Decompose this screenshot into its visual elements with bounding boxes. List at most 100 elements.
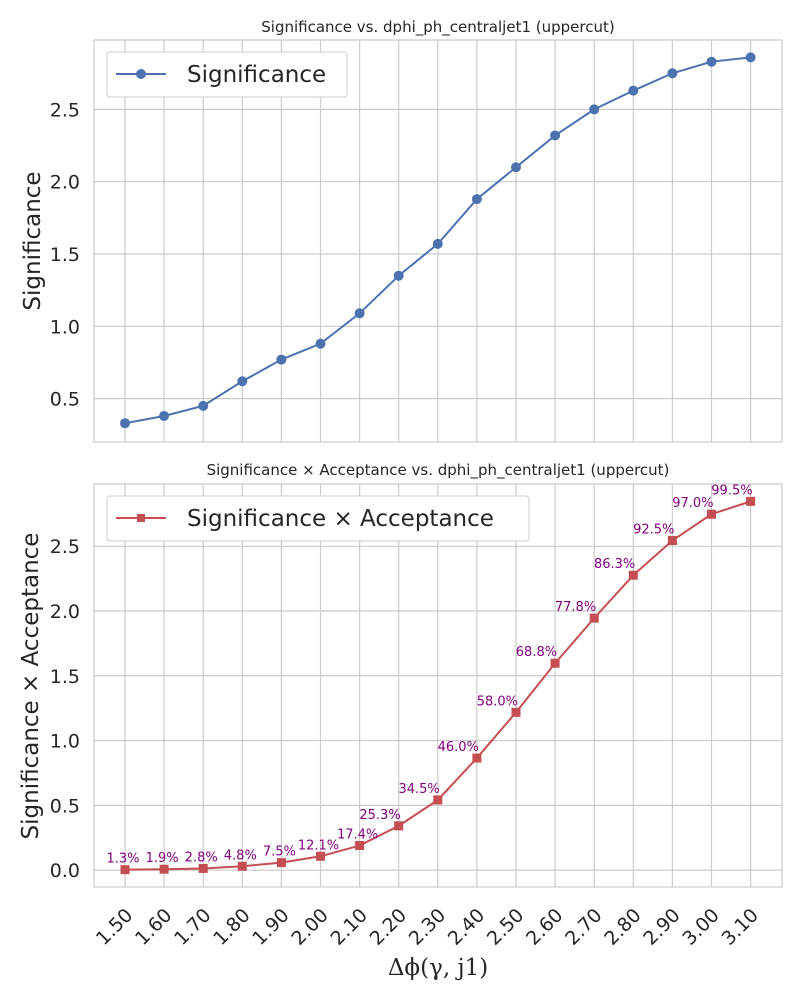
y-tick-label: 0.5 [50, 389, 80, 411]
x-tick-label: 2.60 [522, 904, 567, 949]
data-point [511, 707, 521, 717]
x-axis-label: Δϕ(γ, j1) [388, 955, 488, 981]
acceptance-annotation: 12.1% [298, 838, 339, 853]
bottom-legend-label: Significance × Acceptance [187, 506, 494, 532]
data-point [394, 821, 404, 831]
data-point [315, 338, 326, 349]
data-point [355, 841, 365, 851]
data-point [237, 861, 247, 871]
x-tick-label: 2.40 [444, 904, 489, 949]
y-tick-label: 2.5 [50, 99, 80, 121]
x-tick-label: 1.70 [170, 904, 215, 949]
data-point [120, 865, 130, 875]
data-point [707, 509, 716, 519]
x-ticks: 1.501.601.701.801.902.002.102.202.302.40… [92, 904, 763, 949]
y-tick-label: 0.0 [50, 860, 80, 882]
bottom-legend: Significance × Acceptance [106, 495, 530, 542]
top-legend: Significance [106, 51, 348, 98]
data-point [667, 535, 677, 545]
data-point [471, 194, 482, 205]
acceptance-annotation: 92.5% [633, 522, 674, 537]
data-point [746, 496, 756, 506]
data-point [354, 308, 365, 319]
y-tick-label: 2.0 [50, 601, 80, 623]
top-legend-box [106, 51, 348, 98]
data-point [159, 410, 170, 421]
top-legend-label: Significance [187, 62, 326, 88]
data-point [667, 68, 678, 79]
bottom-plot-frame [93, 483, 783, 888]
x-tick-label: 2.80 [600, 904, 645, 949]
data-point [237, 376, 248, 387]
acceptance-annotation: 34.5% [398, 782, 439, 797]
x-tick-label: 2.50 [483, 904, 528, 949]
data-point [198, 400, 209, 411]
y-tick-label: 2.5 [50, 536, 80, 558]
data-point [550, 130, 561, 141]
acceptance-annotation: 46.0% [438, 740, 479, 755]
top-plot-frame [93, 39, 783, 443]
data-point [511, 162, 521, 173]
x-tick-label: 1.50 [92, 904, 137, 949]
y-tick-label: 1.0 [50, 731, 80, 753]
acceptance-annotation: 1.3% [106, 852, 139, 867]
data-point [393, 270, 404, 281]
x-tick-label: 1.90 [248, 904, 293, 949]
significance-acceptance-panel: Significance × Acceptance vs. dphi_ph_ce… [18, 461, 783, 981]
x-tick-label: 2.70 [561, 904, 606, 949]
y-tick-label: 1.5 [50, 666, 80, 688]
top-y-ticks: 0.5 1.0 1.5 2.0 2.5 [50, 99, 80, 410]
data-point [276, 858, 286, 868]
data-point [433, 795, 443, 805]
significance-panel: Significance vs. dphi_ph_centraljet1 (up… [20, 18, 783, 443]
y-tick-label: 1.5 [50, 244, 80, 266]
data-point [276, 354, 287, 365]
data-point [159, 864, 169, 874]
top-legend-marker [136, 69, 146, 79]
bottom-legend-marker [137, 514, 145, 522]
x-tick-label: 3.10 [717, 904, 762, 949]
top-series [120, 52, 756, 429]
data-point [745, 52, 756, 63]
data-point [316, 851, 325, 861]
acceptance-annotation: 97.0% [672, 496, 713, 511]
bottom-chart-title: Significance × Acceptance vs. dphi_ph_ce… [207, 461, 670, 480]
data-point [432, 238, 443, 249]
y-tick-label: 2.0 [50, 172, 80, 194]
top-chart-title: Significance vs. dphi_ph_centraljet1 (up… [261, 18, 614, 37]
bottom-y-axis-label: Significance × Acceptance [18, 533, 44, 840]
x-tick-label: 2.30 [405, 904, 450, 949]
x-tick-label: 2.10 [326, 904, 371, 949]
bottom-series [120, 496, 756, 875]
x-tick-label: 3.00 [678, 904, 723, 949]
data-point [628, 85, 639, 96]
x-tick-label: 2.20 [366, 904, 411, 949]
acceptance-annotation: 7.5% [263, 845, 296, 860]
acceptance-annotations: 1.3% 1.9% 2.8% 4.8% 7.5% 12.1%17.4% 25.3% 34.5%… [106, 483, 752, 866]
bottom-y-ticks: 0.0 0.5 1.0 1.5 2.0 2.5 [50, 536, 80, 882]
acceptance-annotation: 68.8% [516, 645, 557, 660]
x-tick-label: 2.90 [639, 904, 684, 949]
acceptance-annotation: 4.8% [224, 848, 257, 863]
acceptance-annotation: 1.9% [146, 851, 179, 866]
data-point [706, 56, 717, 67]
acceptance-annotation: 58.0% [477, 694, 518, 709]
acceptance-annotation: 17.4% [337, 828, 378, 843]
data-point [120, 418, 130, 429]
data-point [198, 863, 208, 873]
data-point [628, 570, 638, 580]
acceptance-annotation: 77.8% [555, 600, 596, 615]
bottom-grid [94, 484, 782, 887]
data-point [550, 658, 560, 668]
top-grid [94, 40, 782, 442]
y-tick-label: 0.5 [50, 795, 80, 817]
x-tick-label: 2.00 [287, 904, 332, 949]
data-point [472, 753, 482, 763]
acceptance-annotation: 86.3% [594, 557, 635, 572]
bottom-legend-box [106, 495, 530, 542]
data-point [589, 613, 599, 623]
acceptance-annotation: 25.3% [359, 808, 400, 823]
acceptance-annotation: 99.5% [711, 483, 752, 498]
top-y-axis-label: Significance [20, 171, 46, 310]
